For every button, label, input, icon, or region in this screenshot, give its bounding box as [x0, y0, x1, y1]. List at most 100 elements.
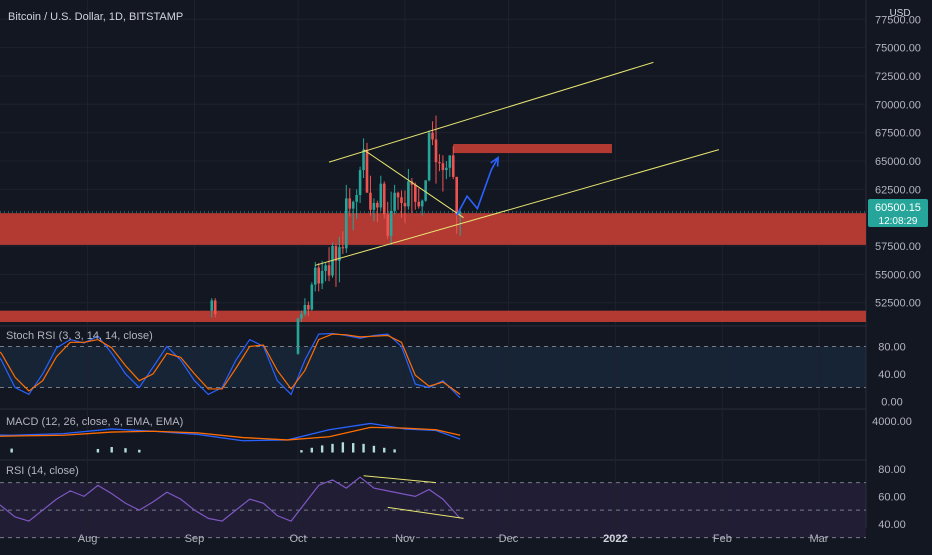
candle-body	[451, 155, 455, 177]
macd-histogram-bar	[110, 447, 113, 453]
candle	[455, 176, 458, 234]
candle	[445, 161, 448, 180]
candle-body	[300, 314, 303, 319]
candle	[396, 191, 400, 210]
candle	[358, 166, 362, 203]
candle	[338, 236, 341, 283]
candle	[313, 261, 317, 292]
macd-histogram-bar	[352, 443, 355, 453]
stoch-d-line	[0, 333, 461, 395]
rsi-divergence-line	[363, 475, 437, 484]
stoch-band	[0, 346, 866, 388]
indicator-tick-label: 40.00	[878, 519, 906, 531]
macd-histogram-bar	[341, 442, 345, 453]
candle-body	[351, 201, 355, 209]
candle	[414, 182, 417, 210]
y-tick-label: 70000.00	[875, 99, 921, 111]
candle-body	[307, 304, 310, 310]
candle-body	[420, 200, 424, 207]
candle-body	[434, 139, 438, 163]
candle	[410, 178, 414, 214]
candle-body	[296, 318, 300, 354]
candle	[213, 298, 217, 318]
x-tick-label: Sep	[185, 533, 205, 545]
last-price-tag: 60500.15 12:08:29	[868, 199, 928, 228]
indicator-tick-label: 40.00	[878, 369, 906, 381]
y-tick-label: 75000.00	[875, 43, 921, 55]
candle	[296, 317, 300, 355]
candle-body	[313, 267, 317, 285]
candle	[427, 130, 431, 182]
chart-title: Bitcoin / U.S. Dollar, 1D, BITSTAMP	[8, 11, 183, 23]
candle	[300, 310, 303, 322]
macd-histogram-bar	[383, 447, 386, 453]
candle-body	[458, 212, 462, 215]
candle	[420, 199, 424, 216]
grid	[0, 0, 867, 538]
y-tick-label: 62500.00	[875, 184, 921, 196]
candle-body	[365, 149, 369, 193]
candle	[417, 188, 421, 209]
projection-arrow-head	[490, 155, 499, 167]
candle-body	[386, 214, 389, 236]
indicator-tick-label: 80.00	[878, 464, 906, 476]
candle-body	[382, 183, 386, 215]
candle	[386, 201, 389, 240]
candle-body	[389, 210, 393, 236]
candle	[327, 247, 331, 282]
candle	[345, 184, 348, 253]
candle-body	[403, 202, 407, 207]
x-tick-label: Feb	[713, 533, 732, 545]
currency-label[interactable]: USD	[889, 8, 910, 19]
candle	[351, 200, 355, 231]
y-tick-label: 52500.00	[875, 298, 921, 310]
y-tick-label: 55000.00	[875, 269, 921, 281]
macd-histogram-bar	[310, 447, 313, 453]
candle-body	[400, 197, 403, 203]
candle	[382, 181, 386, 219]
rsi-title: RSI (14, close)	[6, 465, 79, 477]
candle	[310, 282, 314, 311]
y-tick-label: 72500.00	[875, 71, 921, 83]
indicator-tick-label: 80.00	[878, 341, 906, 353]
macd-histogram-bar	[124, 448, 127, 453]
candle	[307, 301, 310, 317]
y-tick-label: 65000.00	[875, 156, 921, 168]
indicator-tick-label: 4000.00	[872, 416, 912, 428]
candle-body	[345, 198, 348, 249]
stoch-k-line	[0, 332, 461, 399]
candle-body	[317, 267, 320, 284]
candle	[403, 190, 407, 224]
candle-body	[210, 300, 214, 311]
candle	[434, 115, 438, 184]
macd-histogram-bar	[393, 449, 396, 453]
x-tick-label: Mar	[809, 533, 828, 545]
candle	[400, 190, 403, 218]
trendline	[328, 61, 654, 163]
trendline	[315, 149, 720, 266]
supply-demand-zone	[0, 213, 866, 245]
candle	[369, 175, 372, 216]
y-tick-label: 67500.00	[875, 128, 921, 140]
macd-histogram-bar	[362, 443, 365, 453]
macd-histogram-bar	[331, 443, 334, 453]
candle	[451, 146, 455, 180]
zones	[0, 143, 866, 322]
rsi-divergence-line	[387, 506, 464, 519]
trendlines	[0, 61, 866, 266]
macd-histogram-bar	[10, 448, 13, 453]
candle-body	[327, 265, 331, 276]
candle-body	[448, 155, 452, 168]
x-tick-label: 2022	[603, 533, 627, 545]
candle	[389, 191, 393, 245]
candle-body	[320, 270, 324, 284]
candle	[303, 298, 307, 317]
candle-body	[362, 149, 365, 171]
candle-body	[338, 247, 341, 261]
candle-body	[424, 180, 427, 201]
candle-body	[379, 183, 383, 208]
candle-body	[355, 195, 358, 202]
candle	[448, 155, 452, 177]
